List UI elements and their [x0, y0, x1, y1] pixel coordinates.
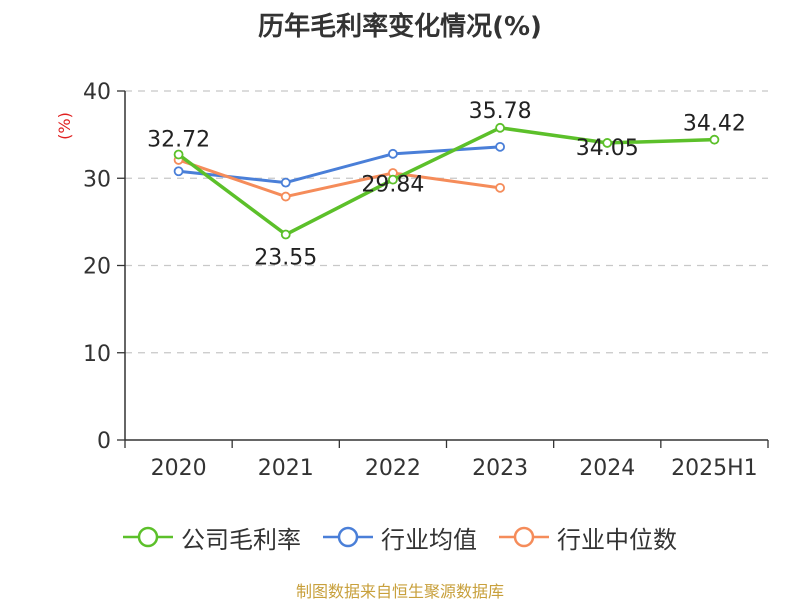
data-label: 35.78 [469, 99, 532, 124]
data-label: 34.05 [576, 136, 639, 161]
y-axis-label: (%) [55, 112, 74, 140]
x-tick-label: 2021 [258, 456, 314, 481]
data-point [388, 148, 398, 159]
data-point [602, 138, 613, 148]
data-point [388, 174, 398, 185]
data-source-note: 制图数据来自恒生聚源数据库 [295, 582, 504, 601]
x-tick-label: 2022 [365, 456, 421, 481]
legend-label: 行业均值 [381, 525, 477, 554]
line-chart: 0 10 20 30 40 (%) 2020 2021 2022 2023 2024 2025H1 32… [55, 80, 769, 481]
y-tick-label: 0 [97, 429, 111, 454]
chart-legend: 公司毛利率 行业均值 行业中位数 [0, 520, 800, 554]
data-point [495, 182, 505, 193]
x-tick-label: 2023 [472, 456, 528, 481]
y-tick-label: 40 [83, 80, 111, 105]
data-label: 29.84 [361, 173, 424, 198]
y-tick-label: 10 [83, 342, 111, 367]
x-tick-label: 2020 [151, 456, 207, 481]
legend-marker-icon [123, 526, 173, 548]
data-label: 23.55 [254, 246, 317, 271]
legend-marker-icon [499, 526, 549, 548]
data-point [280, 191, 291, 202]
data-point [280, 177, 291, 188]
data-point [495, 122, 505, 133]
legend-label: 公司毛利率 [181, 525, 301, 554]
series-line-0 [177, 126, 715, 237]
data-point [709, 134, 720, 145]
series-line-2 [178, 158, 501, 199]
legend-item[interactable]: 行业中位数 [499, 520, 677, 555]
data-point [495, 141, 505, 152]
data-point [173, 166, 184, 177]
y-tick-label: 20 [83, 255, 111, 280]
data-label: 32.72 [147, 128, 210, 153]
legend-label: 行业中位数 [557, 525, 677, 554]
x-tick-label: 2025H1 [671, 456, 758, 481]
x-tick-label: 2024 [579, 456, 635, 481]
data-label: 34.42 [683, 112, 746, 137]
legend-marker-icon [323, 526, 373, 548]
data-point [173, 149, 184, 160]
legend-item[interactable]: 公司毛利率 [123, 520, 301, 555]
data-point [280, 229, 291, 240]
legend-item[interactable]: 行业均值 [323, 520, 477, 555]
y-tick-label: 30 [83, 167, 111, 192]
chart-title: 历年毛利率变化情况(%) [258, 12, 542, 42]
